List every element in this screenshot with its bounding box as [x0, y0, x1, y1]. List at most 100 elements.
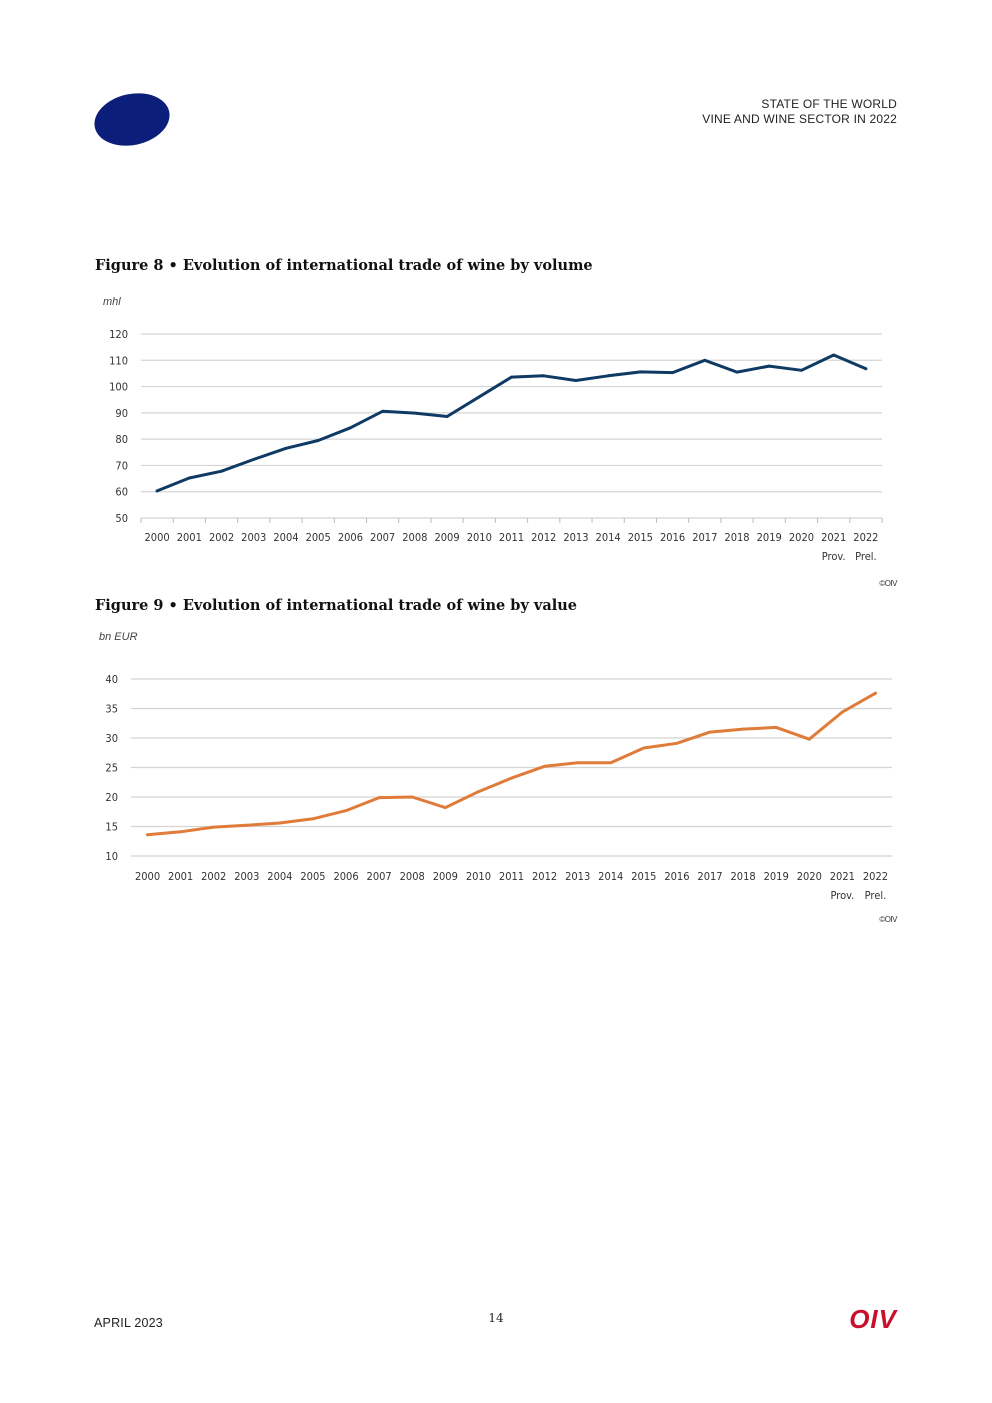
data-point — [708, 730, 712, 734]
y-tick-label: 40 — [105, 673, 118, 686]
y-tick-label: 60 — [115, 486, 128, 499]
y-tick-label: 35 — [105, 703, 118, 716]
x-tick-label: 2016 — [664, 870, 689, 883]
y-tick-label: 15 — [105, 821, 118, 834]
header-line-2: VINE AND WINE SECTOR IN 2022 — [702, 112, 897, 126]
data-point — [574, 379, 578, 382]
data-point — [284, 446, 288, 450]
data-point — [146, 833, 149, 837]
x-tick-label: 2002 — [209, 531, 234, 544]
figure-9-title: Figure 9 • Evolution of international tr… — [95, 597, 578, 614]
x-tick-label: 2006 — [333, 870, 358, 883]
x-tick-label: 2018 — [724, 531, 749, 544]
data-point — [832, 353, 836, 357]
data-point — [155, 489, 159, 493]
x-tick-label: 2010 — [466, 870, 491, 883]
x-tick-label: 2011 — [499, 531, 524, 544]
data-point — [703, 358, 707, 362]
data-point — [675, 741, 679, 745]
data-point — [735, 370, 739, 374]
data-point — [316, 439, 320, 442]
data-point — [807, 737, 811, 741]
data-point — [606, 374, 610, 378]
x-tick-label: 2015 — [628, 531, 653, 544]
data-point — [741, 727, 745, 731]
figure-9-source: ©OIV — [879, 915, 897, 924]
x-tick-label: 2019 — [764, 870, 789, 883]
data-point — [864, 367, 868, 371]
data-point — [638, 370, 642, 374]
x-tick-label: 2001 — [177, 531, 202, 544]
figure-8-title: Figure 8 • Evolution of international tr… — [95, 257, 593, 274]
data-point — [187, 476, 191, 480]
data-point — [311, 817, 315, 821]
y-tick-label: 90 — [115, 407, 128, 420]
x-tick-label: 2000 — [135, 870, 160, 883]
page-number: 14 — [488, 1311, 504, 1325]
data-point — [344, 809, 348, 812]
x-tick-label: 2012 — [532, 870, 557, 883]
data-point — [477, 395, 481, 399]
y-tick-label: 25 — [105, 762, 118, 775]
data-point — [278, 821, 282, 825]
data-point — [800, 368, 803, 372]
x-tick-note: Prov. — [822, 550, 846, 563]
x-tick-label: 2007 — [370, 531, 395, 544]
data-point — [840, 710, 844, 714]
data-point — [381, 409, 385, 413]
x-tick-label: 2011 — [499, 870, 524, 883]
x-tick-label: 2008 — [402, 531, 427, 544]
x-tick-label: 2001 — [168, 870, 193, 883]
y-tick-label: 20 — [105, 791, 118, 804]
x-tick-label: 2021 — [821, 531, 846, 544]
x-tick-label: 2014 — [596, 531, 621, 544]
x-tick-label: 2009 — [434, 531, 459, 544]
data-point — [410, 795, 414, 799]
y-tick-label: 10 — [105, 850, 118, 863]
data-point — [874, 691, 877, 695]
x-tick-label: 2018 — [731, 870, 756, 883]
x-tick-label: 2009 — [433, 870, 458, 883]
footer-date: APRIL 2023 — [94, 1316, 163, 1330]
data-point — [774, 725, 778, 729]
x-tick-label: 2005 — [300, 870, 325, 883]
data-point — [609, 761, 613, 765]
x-tick-label: 2022 — [853, 531, 878, 544]
x-tick-label: 2020 — [797, 870, 822, 883]
figure-9-unit: bn EUR — [99, 631, 138, 643]
data-point — [445, 415, 449, 418]
data-point — [413, 411, 417, 415]
y-tick-label: 100 — [109, 381, 128, 394]
data-point — [767, 364, 771, 368]
x-tick-label: 2003 — [241, 531, 266, 544]
y-tick-label: 120 — [109, 328, 128, 341]
x-tick-label: 2016 — [660, 531, 685, 544]
data-point — [443, 806, 447, 810]
data-point — [542, 374, 546, 378]
x-tick-label: 2006 — [338, 531, 363, 544]
data-point — [477, 790, 480, 794]
data-point — [510, 776, 513, 780]
x-tick-note: Prel. — [865, 889, 887, 902]
y-tick-label: 110 — [109, 354, 128, 367]
data-point — [510, 375, 513, 379]
data-point — [642, 746, 646, 750]
x-tick-label: 2013 — [565, 870, 590, 883]
x-tick-label: 2021 — [830, 870, 855, 883]
x-tick-note: Prel. — [855, 550, 877, 563]
data-point — [212, 825, 216, 829]
x-tick-label: 2007 — [367, 870, 392, 883]
y-tick-label: 50 — [115, 512, 128, 525]
x-tick-label: 2004 — [267, 870, 292, 883]
y-tick-label: 70 — [115, 459, 128, 472]
x-tick-label: 2020 — [789, 531, 814, 544]
oiv-logo: OIV — [849, 1304, 897, 1334]
figure-8-unit: mhl — [103, 296, 121, 308]
figure-8-chart: 50 60 70 80 90 100 110 120 2000 2001 2002 2003 2004 2… — [109, 328, 883, 563]
data-point — [671, 371, 674, 375]
x-tick-label: 2004 — [273, 531, 298, 544]
x-tick-label: 2013 — [563, 531, 588, 544]
x-tick-label: 2003 — [234, 870, 259, 883]
data-point — [252, 457, 256, 461]
data-point — [377, 796, 381, 799]
